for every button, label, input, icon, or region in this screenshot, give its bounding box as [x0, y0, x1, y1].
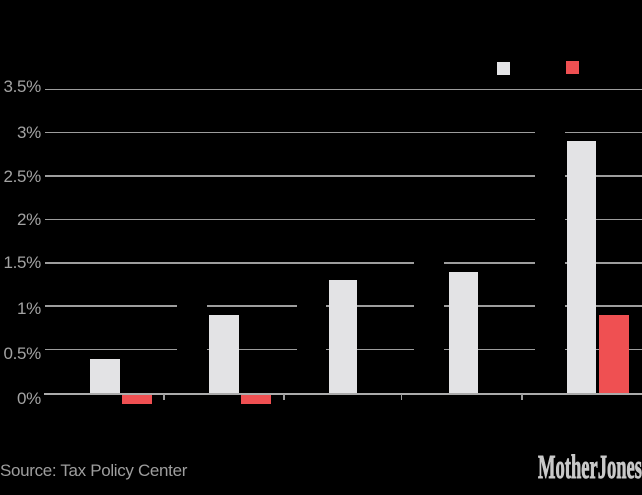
svg-text:MotherJones: MotherJones [538, 453, 642, 481]
